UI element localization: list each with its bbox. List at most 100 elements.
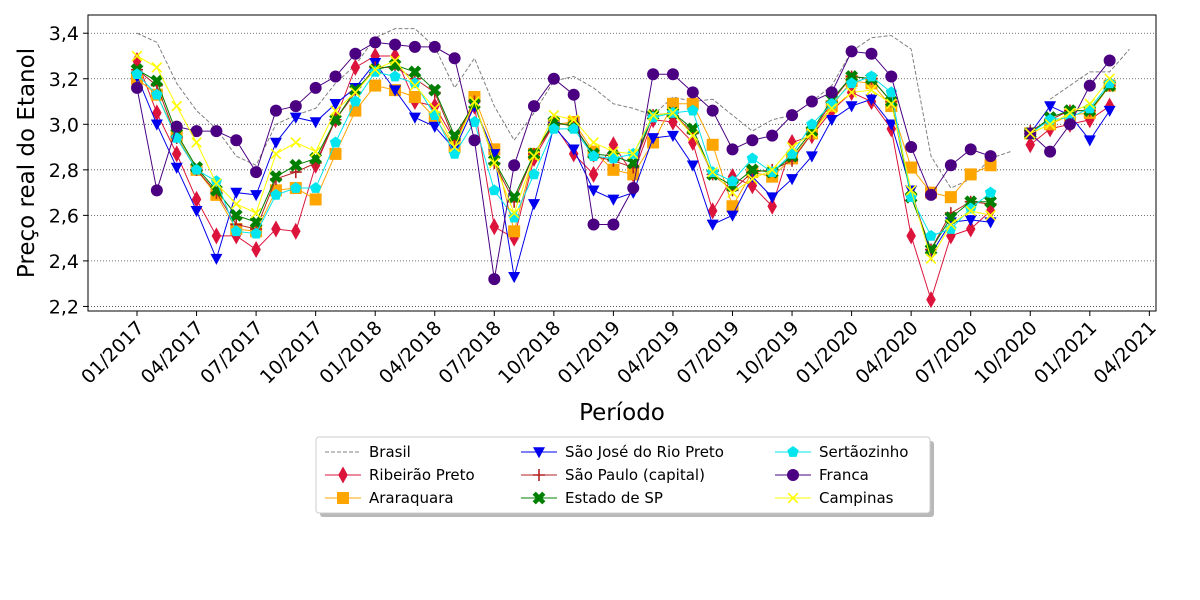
data-point: [825, 114, 838, 127]
data-point: [647, 109, 659, 121]
data-point: [309, 81, 322, 94]
legend-item: Brasil: [325, 443, 411, 461]
data-point: [528, 199, 540, 211]
data-point: [310, 146, 322, 157]
data-point: [1044, 118, 1056, 130]
x-tick-label: 01/2018: [315, 317, 386, 388]
data-point: [329, 70, 342, 83]
data-point: [309, 182, 322, 193]
legend-item: Sertãozinho: [775, 443, 908, 461]
data-point: [348, 83, 362, 97]
x-axis-title: Período: [579, 400, 665, 426]
data-point: [964, 143, 977, 156]
y-axis: 2,2 2,4 2,6 2,8 3,0 3,2 3,4: [49, 23, 88, 318]
x-tick-label: 10/2020: [970, 317, 1041, 388]
legend-item: Ribeirão Preto: [325, 466, 475, 484]
data-point: [338, 466, 348, 484]
data-point: [170, 162, 183, 174]
data-point: [349, 95, 362, 107]
data-point: [1103, 77, 1116, 89]
data-point: [190, 163, 203, 175]
y-tick-label: 2,6: [49, 205, 79, 227]
data-point: [309, 117, 322, 129]
data-point: [567, 144, 580, 156]
data-point: [548, 109, 560, 121]
data-point: [349, 47, 362, 60]
data-point: [290, 137, 302, 148]
data-point: [251, 240, 261, 259]
data-point: [468, 134, 481, 147]
data-point: [230, 225, 242, 237]
data-point: [667, 107, 679, 119]
data-point: [369, 64, 381, 76]
x-tick-label: 01/2019: [554, 317, 625, 388]
data-point: [825, 86, 838, 99]
legend-item: Campinas: [775, 489, 894, 507]
data-point: [865, 94, 878, 106]
data-point: [191, 137, 202, 148]
data-point: [547, 72, 560, 85]
data-point: [349, 87, 361, 98]
data-point: [151, 88, 163, 100]
data-point: [468, 97, 481, 111]
data-point: [489, 218, 500, 236]
x-tick-label: 10/2019: [732, 317, 803, 388]
data-point: [210, 253, 223, 265]
y-tick-label: 2,8: [49, 160, 79, 182]
data-point: [270, 188, 282, 200]
data-point: [369, 79, 382, 92]
data-point: [428, 121, 441, 133]
data-point: [805, 151, 818, 163]
data-point: [289, 100, 302, 113]
series-line: [136, 66, 1111, 251]
data-point: [408, 90, 421, 103]
series-line: [136, 28, 1130, 189]
data-point: [984, 150, 997, 163]
data-point: [766, 164, 778, 176]
legend-label: Ribeirão Preto: [369, 466, 475, 484]
legend-item: São José do Rio Preto: [521, 443, 724, 461]
series-line: [136, 41, 1111, 280]
data-point: [469, 96, 480, 107]
x-tick-label: 04/2020: [851, 317, 922, 388]
data-point: [528, 100, 540, 113]
data-point: [210, 125, 223, 138]
data-point: [389, 85, 402, 97]
data-point: [468, 116, 481, 127]
data-point: [389, 70, 401, 82]
data-point: [150, 184, 163, 197]
data-point: [786, 174, 799, 186]
legend-box: [315, 436, 931, 514]
data-point: [984, 186, 997, 198]
data-point: [171, 100, 183, 112]
data-point: [309, 193, 322, 206]
data-point: [150, 74, 164, 88]
data-point: [806, 118, 818, 130]
data-point: [626, 156, 640, 170]
data-point: [706, 138, 719, 151]
data-point: [249, 215, 263, 229]
data-point: [866, 84, 877, 96]
data-point: [965, 205, 977, 217]
data-point: [925, 188, 937, 201]
data-point: [588, 165, 599, 183]
data-point: [985, 210, 996, 221]
data-point: [508, 272, 521, 284]
data-point: [408, 40, 421, 53]
x-tick-label: 04/2021: [1090, 317, 1161, 388]
data-point: [1103, 54, 1116, 67]
data-point: [787, 492, 799, 504]
data-point: [528, 150, 540, 162]
data-point: [250, 166, 263, 179]
data-point: [627, 182, 640, 195]
data-point: [805, 95, 818, 108]
data-point: [787, 446, 799, 457]
data-point: [270, 148, 282, 160]
x-tick-label: 04/2017: [137, 317, 208, 388]
series-line: [136, 55, 1110, 302]
data-point: [964, 202, 977, 214]
plot-area: [87, 14, 1157, 312]
x-tick-label: 01/2021: [1030, 317, 1101, 388]
data-point: [408, 112, 421, 124]
